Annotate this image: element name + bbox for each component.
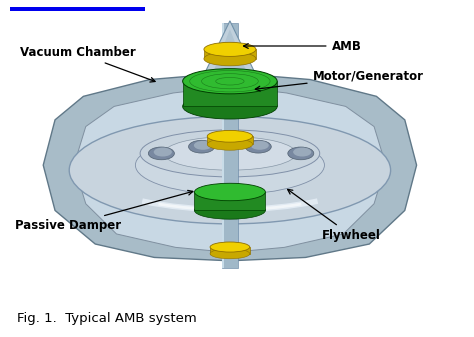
Ellipse shape xyxy=(251,141,269,150)
Ellipse shape xyxy=(293,148,311,156)
Ellipse shape xyxy=(245,140,271,153)
Text: Flywheel: Flywheel xyxy=(288,189,381,242)
Polygon shape xyxy=(197,21,263,96)
Text: Passive Damper: Passive Damper xyxy=(15,190,193,232)
Ellipse shape xyxy=(148,147,174,160)
Polygon shape xyxy=(222,23,225,268)
Ellipse shape xyxy=(136,136,324,194)
Ellipse shape xyxy=(207,139,253,150)
Ellipse shape xyxy=(207,130,253,142)
Text: Fig. 1.  Typical AMB system: Fig. 1. Typical AMB system xyxy=(17,312,197,325)
Ellipse shape xyxy=(164,136,296,170)
Ellipse shape xyxy=(204,52,256,66)
Polygon shape xyxy=(210,247,250,254)
Ellipse shape xyxy=(194,202,265,219)
Text: AMB: AMB xyxy=(244,39,361,53)
Ellipse shape xyxy=(288,147,314,160)
Ellipse shape xyxy=(210,242,250,252)
Ellipse shape xyxy=(69,117,391,224)
Ellipse shape xyxy=(182,94,277,119)
Polygon shape xyxy=(74,86,386,252)
Polygon shape xyxy=(207,136,253,144)
Ellipse shape xyxy=(88,120,372,194)
Polygon shape xyxy=(43,73,417,261)
Ellipse shape xyxy=(189,140,215,153)
Polygon shape xyxy=(10,7,145,11)
Text: Motor/Generator: Motor/Generator xyxy=(255,70,424,91)
Text: Vacuum Chamber: Vacuum Chamber xyxy=(19,46,155,82)
Polygon shape xyxy=(182,81,277,106)
Ellipse shape xyxy=(154,148,172,156)
Ellipse shape xyxy=(194,183,265,201)
Ellipse shape xyxy=(210,249,250,259)
Polygon shape xyxy=(194,192,265,210)
Ellipse shape xyxy=(204,42,256,56)
Polygon shape xyxy=(204,49,256,59)
Polygon shape xyxy=(222,23,238,268)
Polygon shape xyxy=(206,29,254,94)
Ellipse shape xyxy=(194,141,212,150)
Ellipse shape xyxy=(182,69,277,94)
Ellipse shape xyxy=(140,130,319,177)
